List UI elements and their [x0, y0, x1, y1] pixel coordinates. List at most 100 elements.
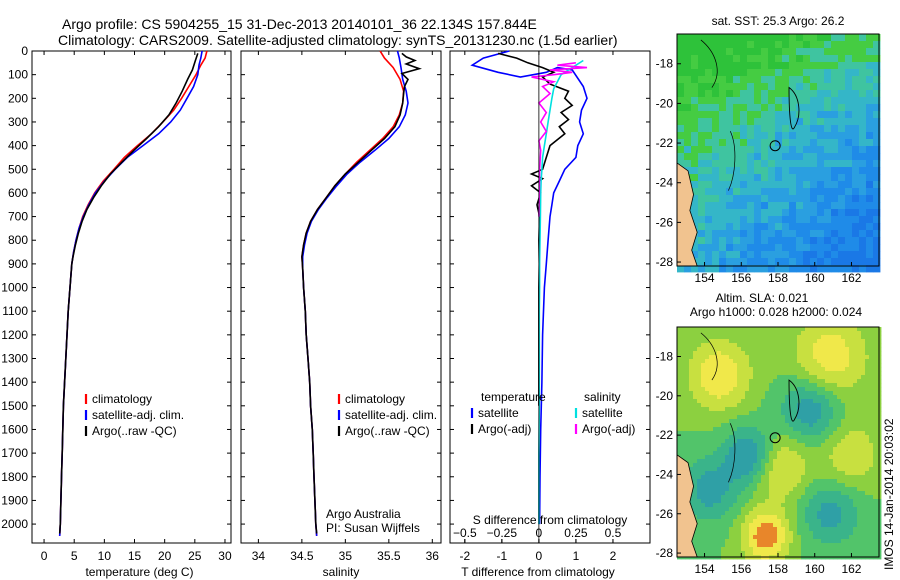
- map-cell: [781, 439, 786, 444]
- map-cell: [701, 415, 706, 420]
- map-cell: [689, 435, 694, 440]
- map-cell: [873, 363, 878, 368]
- map-cell: [691, 83, 699, 91]
- y-tick-label: 500: [8, 162, 28, 176]
- map-cell: [837, 359, 842, 364]
- map-cell: [785, 471, 790, 476]
- map-cell: [745, 419, 750, 424]
- map-cell: [841, 443, 846, 448]
- map-cell: [677, 419, 682, 424]
- map-cell: [712, 97, 720, 105]
- map-cell: [768, 104, 776, 112]
- map-cell: [681, 347, 686, 352]
- map-cell: [852, 69, 860, 77]
- map-cell: [801, 327, 806, 332]
- map-cell: [741, 451, 746, 456]
- map-cell: [749, 355, 754, 360]
- map-cell: [717, 451, 722, 456]
- map-cell: [845, 455, 850, 460]
- map-cell: [698, 244, 706, 252]
- map-cell: [769, 455, 774, 460]
- map-cell: [721, 403, 726, 408]
- map-cell: [837, 343, 842, 348]
- map-cell: [801, 539, 806, 544]
- map-cell: [705, 475, 710, 480]
- map-cell: [852, 55, 860, 63]
- map-cell: [719, 34, 727, 42]
- map-cell: [747, 195, 755, 203]
- map-cell: [809, 343, 814, 348]
- map-cell: [825, 483, 830, 488]
- map-cell: [797, 451, 802, 456]
- map-cell: [852, 118, 860, 126]
- map-cell: [709, 367, 714, 372]
- map-cell: [729, 359, 734, 364]
- map-cell: [693, 499, 698, 504]
- map-cell: [761, 479, 766, 484]
- map-cell: [809, 327, 814, 332]
- map-cell: [721, 339, 726, 344]
- map-cell: [810, 237, 818, 245]
- y-tick-label: 1700: [1, 446, 28, 460]
- map-cell: [705, 483, 710, 488]
- map-cell: [754, 188, 762, 196]
- map-cell: [719, 48, 727, 56]
- map-cell: [712, 62, 720, 70]
- map-cell: [768, 132, 776, 140]
- map-cell: [740, 188, 748, 196]
- map-cell: [777, 455, 782, 460]
- map-cell: [813, 395, 818, 400]
- map-cell: [857, 335, 862, 340]
- map-cell: [705, 543, 710, 548]
- map-cell: [829, 483, 834, 488]
- map-cell: [709, 439, 714, 444]
- map-cell: [838, 118, 846, 126]
- map-cell: [725, 535, 730, 540]
- map-cell: [761, 387, 766, 392]
- map-cell: [857, 487, 862, 492]
- map-cell: [852, 41, 860, 49]
- map-cell: [677, 160, 685, 168]
- y-tick-label: -26: [656, 215, 674, 229]
- map-cell: [757, 475, 762, 480]
- map-cell: [838, 146, 846, 154]
- map-cell: [796, 41, 804, 49]
- map-cell: [809, 527, 814, 532]
- map-cell: [849, 423, 854, 428]
- map-cell: [797, 435, 802, 440]
- map-cell: [782, 237, 790, 245]
- map-cell: [809, 535, 814, 540]
- map-cell: [705, 443, 710, 448]
- map-cell: [789, 395, 794, 400]
- map-cell: [701, 339, 706, 344]
- map-cell: [852, 90, 860, 98]
- map-cell: [689, 459, 694, 464]
- map-cell: [853, 359, 858, 364]
- map-cell: [805, 355, 810, 360]
- map-cell: [829, 391, 834, 396]
- map-cell: [709, 483, 714, 488]
- map-cell: [789, 487, 794, 492]
- map-cell: [793, 367, 798, 372]
- map-cell: [821, 327, 826, 332]
- map-cell: [833, 403, 838, 408]
- map-cell: [693, 431, 698, 436]
- map-cell: [777, 451, 782, 456]
- map-cell: [813, 399, 818, 404]
- map-cell: [741, 467, 746, 472]
- map-cell: [801, 547, 806, 552]
- map-cell: [837, 535, 842, 540]
- map-cell: [697, 507, 702, 512]
- map-cell: [713, 447, 718, 452]
- map-cell: [681, 447, 686, 452]
- map-cell: [796, 251, 804, 259]
- map-cell: [705, 146, 713, 154]
- map-cell: [775, 90, 783, 98]
- map-cell: [782, 209, 790, 217]
- map-cell: [865, 523, 870, 528]
- map-cell: [829, 515, 834, 520]
- map-cell: [793, 383, 798, 388]
- map-cell: [821, 459, 826, 464]
- map-cell: [810, 41, 818, 49]
- map-cell: [869, 443, 874, 448]
